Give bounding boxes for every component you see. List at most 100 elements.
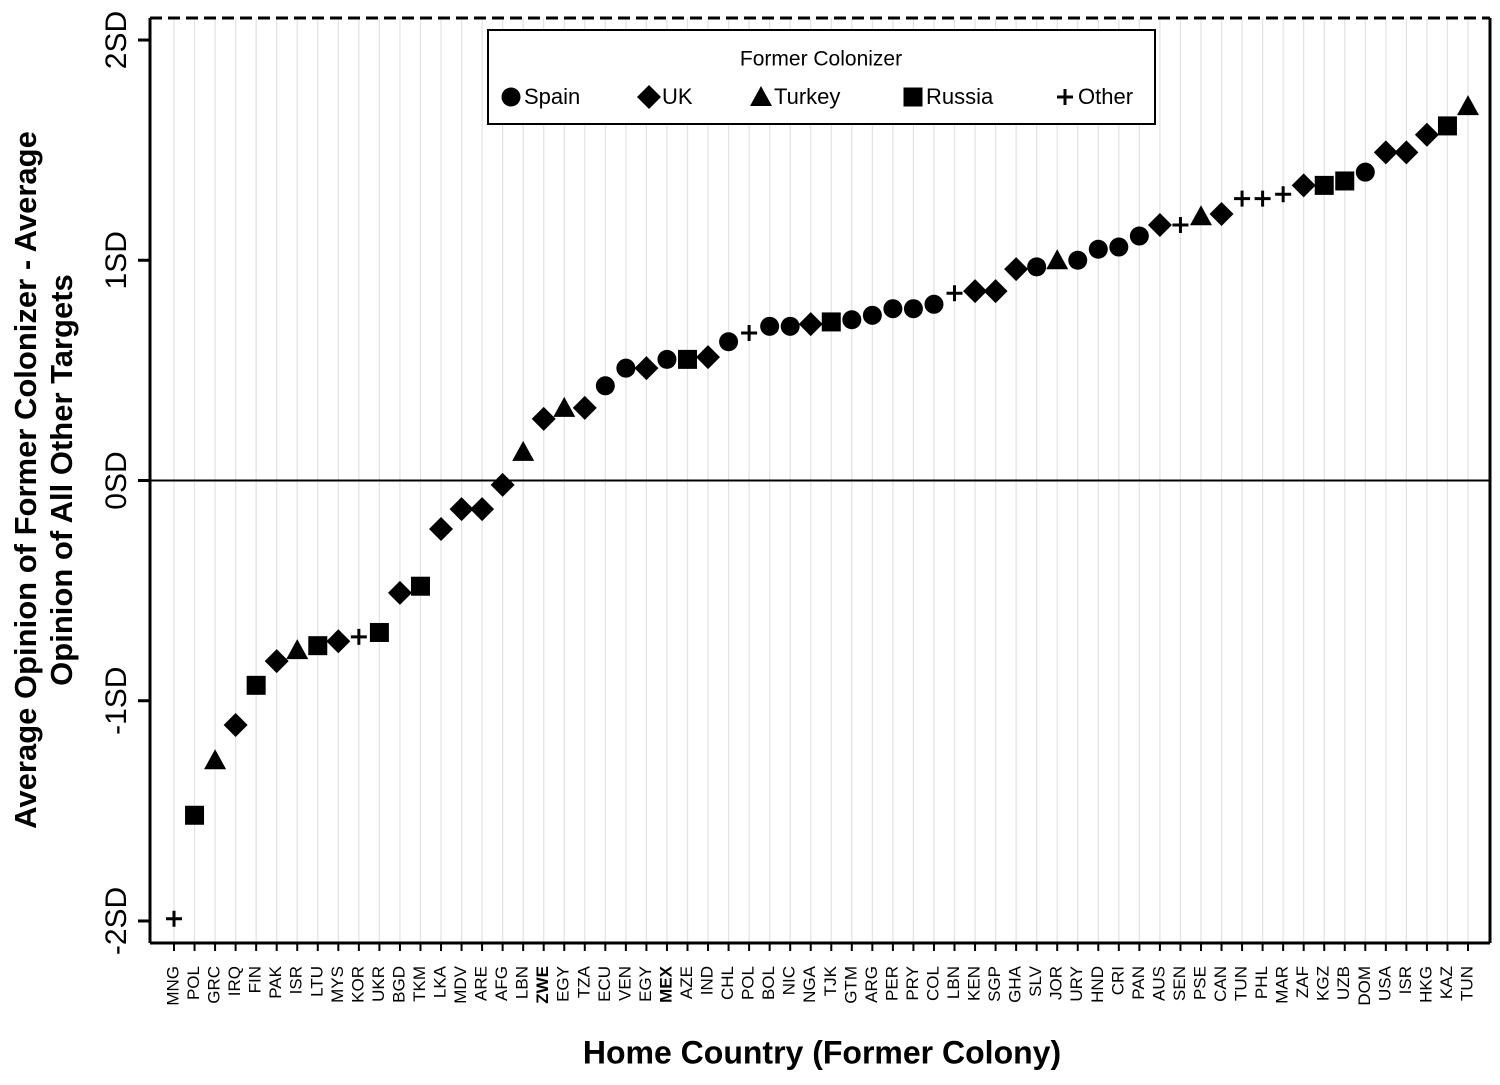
legend-title: Former Colonizer [740, 48, 902, 71]
data-point [1046, 249, 1069, 270]
data-point [1275, 186, 1292, 203]
data-point [246, 675, 266, 695]
x-tick-label: KEN [965, 966, 984, 1001]
data-point [410, 576, 430, 596]
data-point [166, 910, 182, 927]
data-point [1335, 171, 1355, 191]
x-tick-label: HKG [1416, 966, 1435, 1003]
data-point [308, 636, 328, 656]
data-point [223, 712, 248, 737]
x-tick-label: KGZ [1314, 966, 1333, 1001]
x-tick-label: ISR [287, 966, 306, 994]
x-tick-label: MYS [328, 966, 347, 1003]
y-axis-label: Opinion of All Other Targets [44, 274, 79, 686]
x-tick-label: AFG [492, 966, 511, 1001]
data-point [1189, 205, 1212, 226]
data-point [1088, 239, 1108, 259]
data-point [1004, 257, 1029, 282]
data-point [553, 396, 576, 417]
x-tick-label: DOM [1355, 966, 1374, 1006]
x-tick-label: MNG [163, 966, 182, 1006]
x-tick-label: MAR [1273, 966, 1292, 1004]
data-point [760, 316, 780, 336]
x-tick-label: PRY [903, 966, 922, 1001]
data-point [862, 305, 882, 325]
x-tick-label: KOR [348, 966, 367, 1003]
legend-marker [501, 87, 521, 107]
y-tick-label: 2SD [100, 11, 133, 69]
y-tick-label: -2SD [100, 887, 133, 955]
x-tick-label: EGY [554, 966, 573, 1002]
x-tick-label: PAN [1129, 966, 1148, 1000]
x-tick-label: PSE [1190, 966, 1209, 1000]
legend-label: Russia [926, 84, 994, 109]
x-tick-label: ISR [1396, 966, 1415, 994]
x-tick-label: VEN [615, 966, 634, 1001]
x-tick-label: FIN [246, 966, 265, 993]
x-tick-label: CHL [718, 966, 737, 1000]
x-tick-label: SLV [1026, 965, 1045, 997]
x-tick-label: GHA [1006, 965, 1025, 1003]
x-tick-label: EGY [636, 966, 655, 1002]
legend-marker [1057, 89, 1073, 105]
data-point [1373, 140, 1398, 165]
y-tick-label: 0SD [100, 451, 133, 509]
x-tick-label: AUS [1149, 966, 1168, 1001]
data-point [1129, 226, 1149, 246]
x-tick-label: LBN [513, 966, 532, 999]
data-point [429, 516, 454, 541]
data-point [204, 749, 227, 770]
y-tick-label: -1SD [100, 667, 133, 735]
data-point [696, 345, 721, 370]
data-point [531, 406, 556, 431]
x-tick-label: NIC [780, 966, 799, 995]
x-tick-label: POL [739, 966, 758, 1000]
legend-label: UK [662, 84, 693, 109]
data-point [677, 349, 697, 369]
legend-label: Turkey [774, 84, 840, 109]
data-point [1291, 173, 1316, 198]
legend-label: Spain [524, 84, 580, 109]
x-tick-label: GTM [841, 966, 860, 1004]
data-point [1314, 175, 1334, 195]
x-tick-label: TJK [821, 965, 840, 996]
data-point [1234, 190, 1251, 207]
x-tick-label: ARE [472, 966, 491, 1001]
data-point [387, 580, 412, 605]
x-tick-label: LBN [944, 966, 963, 999]
x-tick-label: PER [882, 966, 901, 1001]
x-tick-label: KAZ [1437, 966, 1456, 999]
x-tick-label: ZWE [533, 966, 552, 1004]
data-point [490, 472, 515, 497]
x-tick-label: ARG [862, 966, 881, 1003]
data-point [616, 358, 636, 378]
data-point [1172, 217, 1189, 234]
x-tick-label: LKA [431, 965, 450, 998]
x-tick-label: POL [184, 966, 203, 1000]
x-tick-label: COL [923, 966, 942, 1001]
x-tick-label: PHL [1252, 966, 1271, 999]
legend-marker [637, 85, 661, 109]
x-tick-label: GRC [205, 966, 224, 1004]
x-tick-label: MDV [451, 965, 470, 1003]
data-point [798, 312, 823, 337]
x-tick-label: JOR [1047, 966, 1066, 1000]
data-point [963, 279, 988, 304]
x-tick-label: UKR [369, 966, 388, 1002]
x-tick-label: IND [698, 966, 717, 995]
x-tick-label: CRI [1108, 966, 1127, 995]
legend-box [487, 29, 1156, 125]
x-tick-label: CAN [1211, 966, 1230, 1002]
data-point [634, 356, 659, 381]
data-point [780, 316, 800, 336]
data-point [1209, 202, 1234, 227]
x-tick-label: MEX [656, 965, 675, 1003]
data-point [946, 285, 963, 302]
x-tick-label: IRQ [225, 966, 244, 996]
data-point [924, 294, 944, 314]
data-point [350, 628, 367, 645]
data-point [842, 310, 862, 330]
data-point [1147, 213, 1172, 238]
data-point [1355, 162, 1375, 182]
